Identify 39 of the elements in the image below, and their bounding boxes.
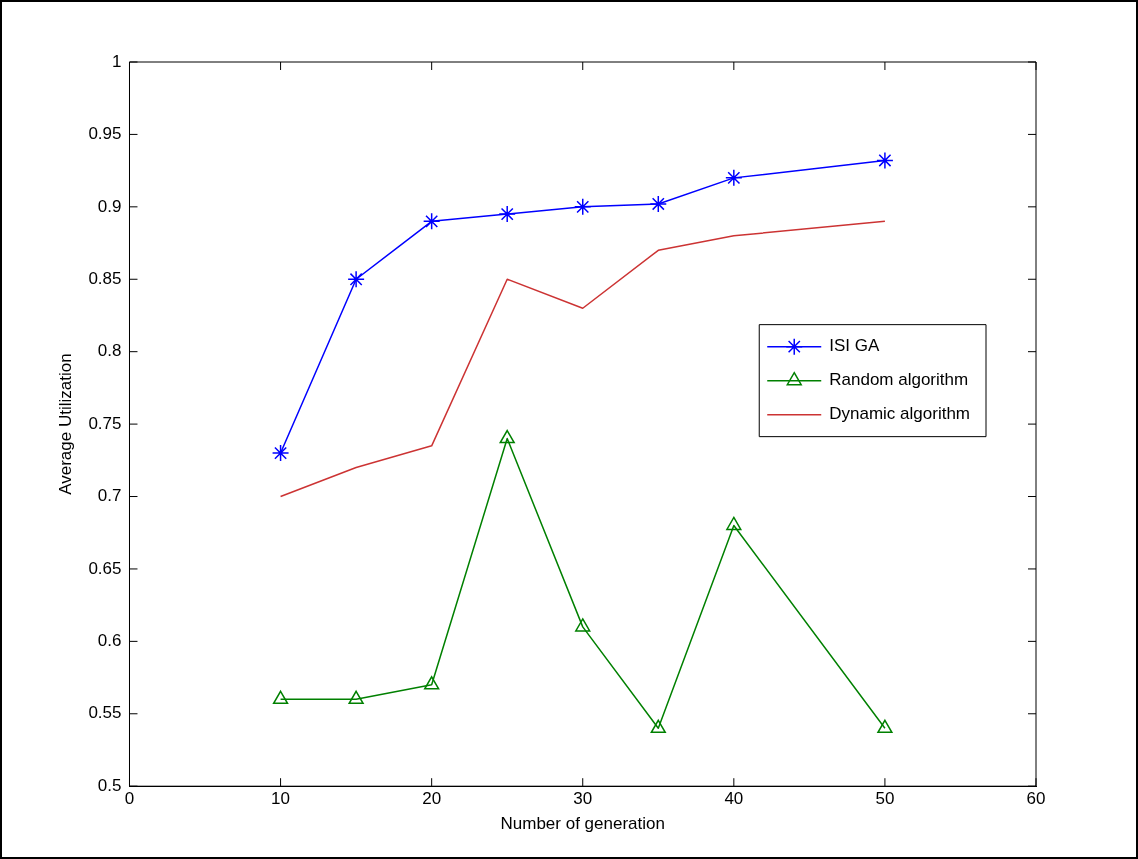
y-tick-label: 0.95	[88, 124, 122, 144]
x-axis-title: Number of generation	[500, 814, 665, 834]
point	[348, 690, 364, 705]
point	[499, 429, 515, 444]
point	[347, 270, 365, 289]
y-axis-title: Average Utilization	[55, 353, 75, 495]
legend-label: Dynamic algorithm	[829, 404, 970, 424]
x-tick-label: 60	[1026, 789, 1046, 809]
x-tick-label: 30	[573, 789, 593, 809]
x-tick-label: 50	[875, 789, 895, 809]
y-tick-label: 1	[112, 51, 122, 71]
point	[876, 151, 894, 170]
point	[649, 195, 668, 213]
y-tick-label: 0.65	[88, 558, 122, 578]
y-tick-label: 0.7	[97, 486, 122, 506]
point	[726, 516, 742, 531]
y-tick-label: 0.6	[97, 631, 122, 651]
y-tick-label: 0.75	[88, 413, 122, 433]
point	[422, 212, 441, 231]
y-tick-label: 0.5	[97, 775, 122, 795]
point	[650, 719, 666, 734]
point	[272, 690, 289, 705]
x-tick-label: 20	[422, 789, 442, 809]
point	[725, 169, 743, 187]
y-tick-label: 0.55	[88, 703, 122, 723]
point	[573, 198, 592, 216]
point	[877, 719, 893, 734]
point	[575, 618, 591, 632]
legend-label: Random algorithm	[829, 370, 969, 390]
y-tick-label: 0.8	[97, 341, 122, 361]
y-tick-label: 0.9	[97, 196, 122, 216]
point	[423, 676, 440, 690]
point	[498, 205, 516, 223]
y-tick-label: 0.85	[88, 268, 122, 288]
point	[271, 444, 290, 462]
legend-label: ISI GA	[829, 336, 880, 356]
x-tick-label: 10	[271, 789, 291, 809]
x-tick-label: 40	[724, 789, 744, 809]
x-tick-label: 0	[124, 789, 135, 809]
